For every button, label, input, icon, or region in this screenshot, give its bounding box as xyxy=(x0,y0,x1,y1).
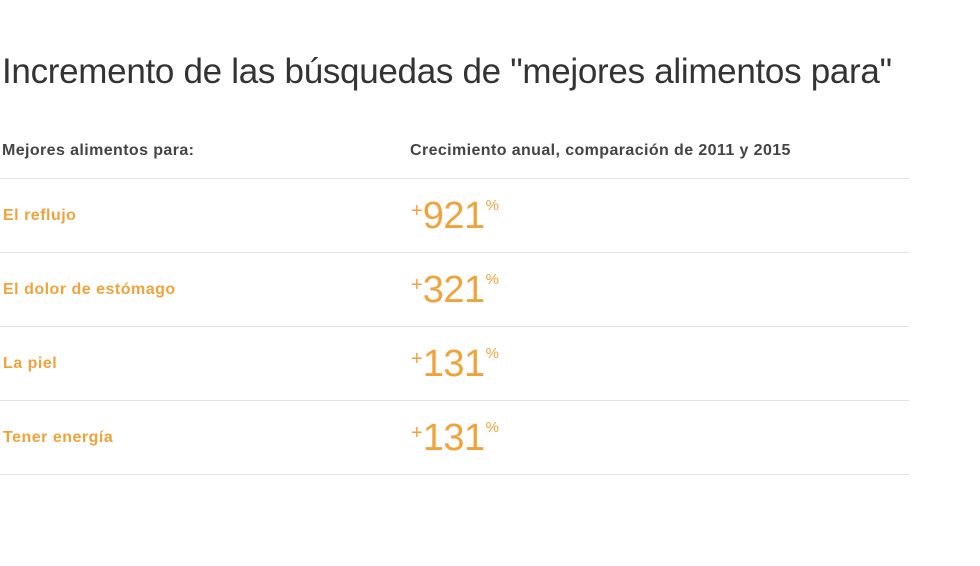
row-label: Tener energía xyxy=(3,429,114,446)
row-label: El dolor de estómago xyxy=(3,281,176,298)
growth-number: 131 xyxy=(422,343,485,385)
plus-sign: + xyxy=(411,422,423,444)
column-header-foods: Mejores alimentos para: xyxy=(2,142,195,159)
table-row: El dolor de estómago +321% xyxy=(0,253,909,327)
plus-sign: + xyxy=(411,274,423,296)
growth-number: 131 xyxy=(422,417,485,459)
table-row: La piel +131% xyxy=(0,327,909,401)
row-value: +321% xyxy=(411,271,499,309)
column-header-growth: Crecimiento anual, comparación de 2011 y… xyxy=(410,142,791,159)
percent-sign: % xyxy=(485,197,499,214)
row-value: +131% xyxy=(411,345,499,383)
row-label: El reflujo xyxy=(3,207,77,224)
percent-sign: % xyxy=(485,345,499,362)
percent-sign: % xyxy=(485,419,499,436)
growth-number: 321 xyxy=(422,269,485,311)
table-header: Mejores alimentos para: Crecimiento anua… xyxy=(0,128,909,179)
row-value: +131% xyxy=(411,419,499,457)
table-row: Tener energía +131% xyxy=(0,401,909,475)
row-label: La piel xyxy=(3,355,58,372)
plus-sign: + xyxy=(411,200,423,222)
growth-number: 921 xyxy=(422,195,485,237)
chart-title: Incremento de las búsquedas de "mejores … xyxy=(2,52,892,91)
growth-table: Mejores alimentos para: Crecimiento anua… xyxy=(0,128,909,475)
row-value: +921% xyxy=(411,197,499,235)
plus-sign: + xyxy=(411,348,423,370)
percent-sign: % xyxy=(485,271,499,288)
table-row: El reflujo +921% xyxy=(0,179,909,253)
